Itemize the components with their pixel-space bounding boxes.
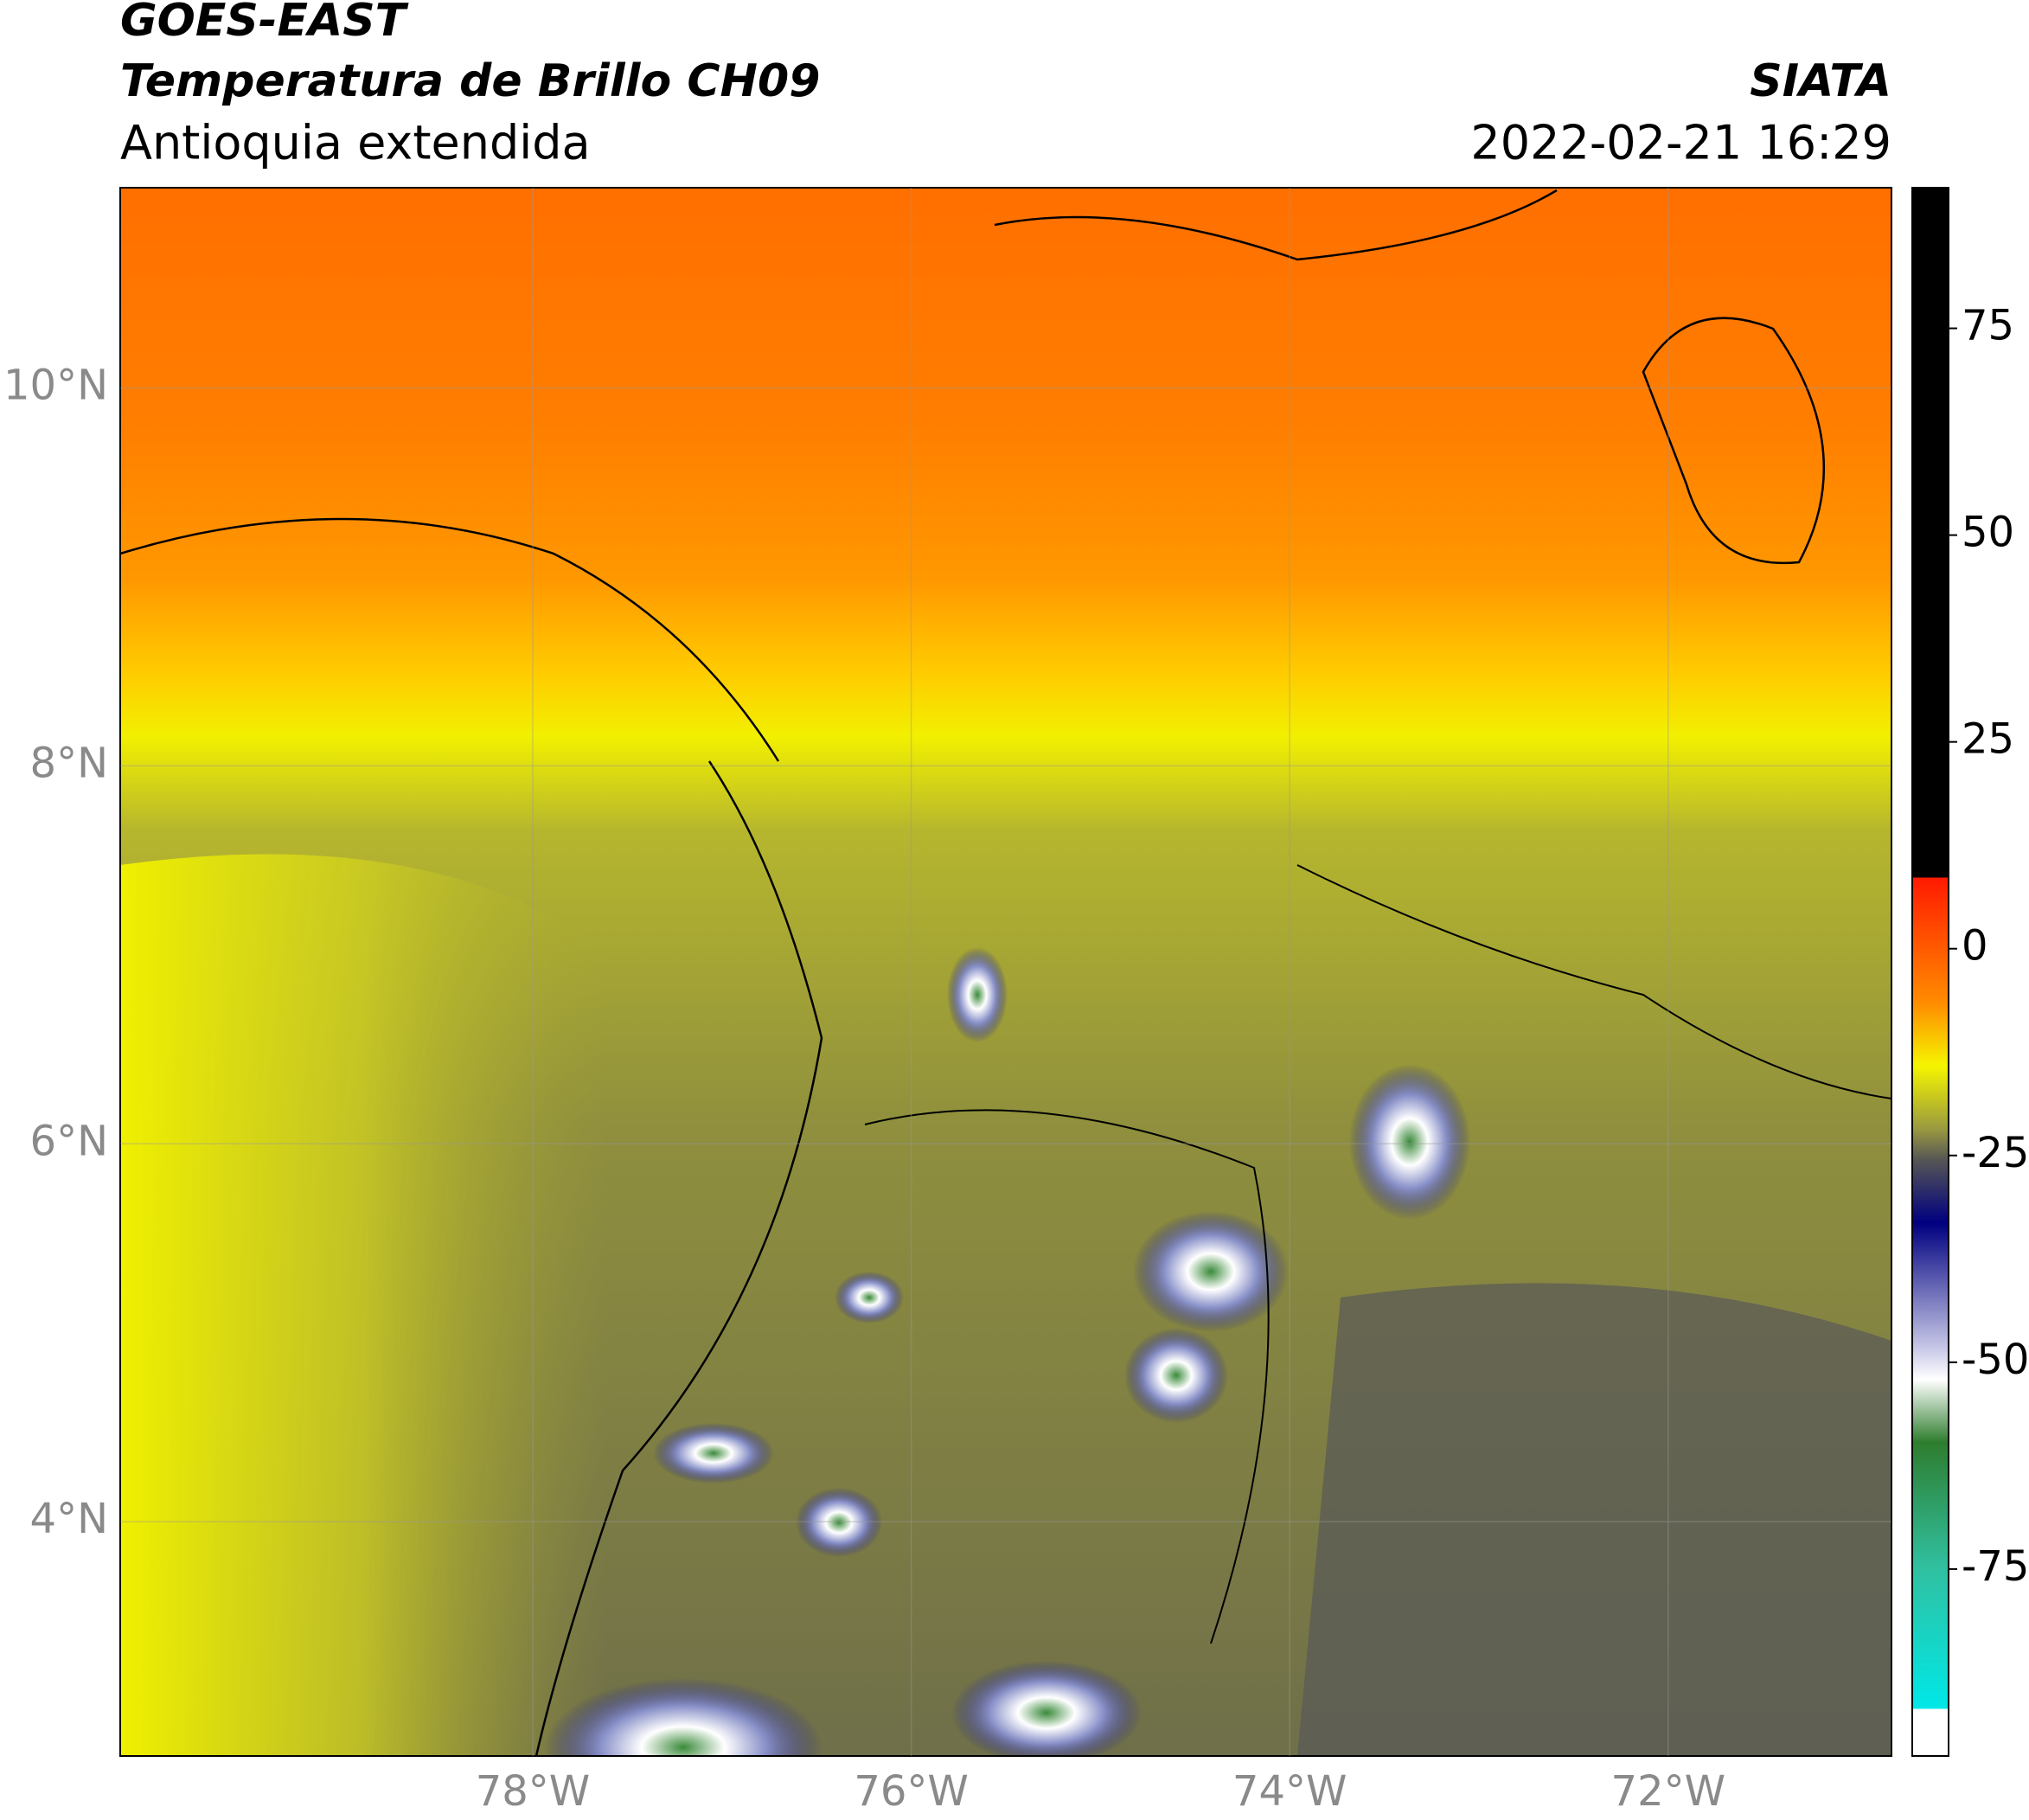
lat-tick-label: 6°N: [30, 1117, 108, 1165]
region-name: Antioquia extendida: [120, 116, 591, 170]
satellite-name: GOES-EAST: [120, 0, 409, 47]
lat-tick-label: 4°N: [30, 1495, 108, 1543]
date-time: 2022-02-21 16:29: [1470, 116, 1891, 170]
colorbar-tick-label: -25: [1962, 1129, 2029, 1177]
satellite-image: [120, 188, 1891, 1756]
colorbar-tick-label: 25: [1962, 715, 2014, 764]
lon-tick-label: 72°W: [1611, 1767, 1726, 1816]
colorbar-tick-label: 75: [1962, 302, 2014, 350]
colorbar-tick-label: 0: [1962, 922, 1988, 971]
lon-tick-label: 74°W: [1232, 1767, 1347, 1816]
colorbar-tick-label: -50: [1962, 1336, 2029, 1384]
product-title: Temperatura de Brillo CH09: [120, 55, 820, 107]
lon-tick-label: 78°W: [476, 1767, 591, 1816]
colorbar: [1911, 187, 1949, 1757]
lat-tick-label: 8°N: [30, 739, 108, 787]
lon-tick-label: 76°W: [854, 1767, 969, 1816]
map-frame: [119, 187, 1892, 1757]
agency-name: SIATA: [1750, 55, 1891, 107]
colorbar-tick-label: 50: [1962, 509, 2014, 557]
colorbar-tick-label: -75: [1962, 1542, 2029, 1591]
lat-tick-label: 10°N: [3, 362, 108, 410]
